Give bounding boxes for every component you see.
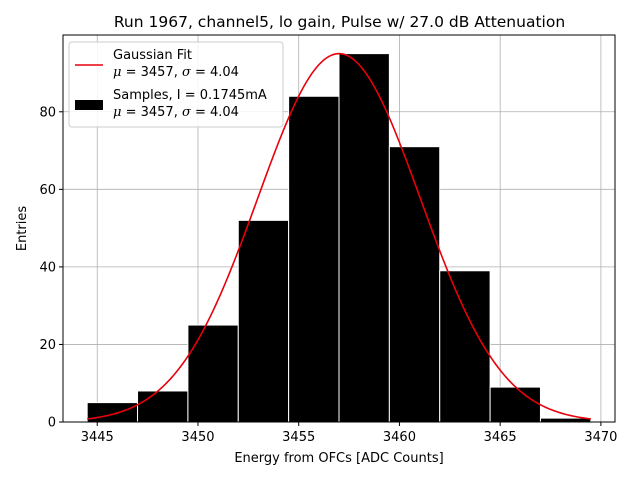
plot-frame: [62, 34, 616, 423]
histogram-bar-2: [187, 324, 239, 423]
histogram-bar-1: [137, 390, 189, 423]
legend-fit-sigma-value: = 4.04: [191, 65, 239, 80]
y-axis-label: Entries: [15, 206, 30, 252]
legend-samples-stats: μ = 3457, σ = 4.04: [113, 105, 239, 120]
histogram-bar-6: [388, 146, 441, 423]
histogram-bar-4: [288, 95, 340, 423]
legend: Gaussian Fit μ = 3457, σ = 4.04 Samples,…: [68, 41, 284, 128]
histogram-bar-3: [237, 219, 290, 423]
chart-title: Run 1967, channel5, lo gain, Pulse w/ 27…: [114, 13, 565, 31]
gaussian-fit-curve: [87, 52, 591, 420]
y-tick-label-1: 20: [39, 338, 56, 353]
legend-samples-mu-symbol: μ: [113, 105, 121, 120]
y-tick-label-4: 80: [39, 105, 56, 120]
legend-samples-label: Samples, I = 0.1745mA: [113, 88, 267, 103]
y-axis-ticks: 0 20 40 60 80: [39, 105, 63, 431]
x-axis-label: Energy from OFCs [ADC Counts]: [234, 451, 443, 466]
legend-fit-mu-symbol: μ: [113, 65, 121, 80]
legend-box: [68, 41, 284, 128]
histogram-bar-5: [338, 53, 390, 423]
x-axis-ticks: 3445 3450 3455 3460 3465 3470: [81, 422, 617, 445]
histogram-bar-8: [489, 386, 541, 423]
x-tick-label-5: 3470: [584, 430, 617, 445]
legend-fit-mu-value: = 3457,: [121, 65, 182, 80]
legend-samples-sigma-symbol: σ: [182, 105, 192, 120]
histogram-bar-7: [439, 270, 491, 423]
x-tick-label-1: 3450: [181, 430, 214, 445]
y-tick-label-3: 60: [39, 183, 56, 198]
histogram-bar-0: [86, 402, 139, 423]
gaussian-fit: [87, 52, 591, 420]
x-tick-label-4: 3465: [484, 430, 517, 445]
legend-samples-swatch: [75, 100, 103, 110]
y-tick-label-2: 40: [39, 260, 56, 275]
legend-samples-mu-value: = 3457,: [121, 105, 182, 120]
y-tick-label-0: 0: [48, 416, 56, 431]
x-tick-label-3: 3460: [383, 430, 416, 445]
legend-samples-sigma-value: = 4.04: [191, 105, 239, 120]
legend-fit-stats: μ = 3457, σ = 4.04: [113, 65, 239, 80]
legend-fit-sigma-symbol: σ: [182, 65, 192, 80]
histogram-bars: [86, 53, 592, 423]
x-tick-label-0: 3445: [81, 430, 114, 445]
x-tick-label-2: 3455: [282, 430, 315, 445]
legend-fit-label: Gaussian Fit: [113, 48, 192, 63]
